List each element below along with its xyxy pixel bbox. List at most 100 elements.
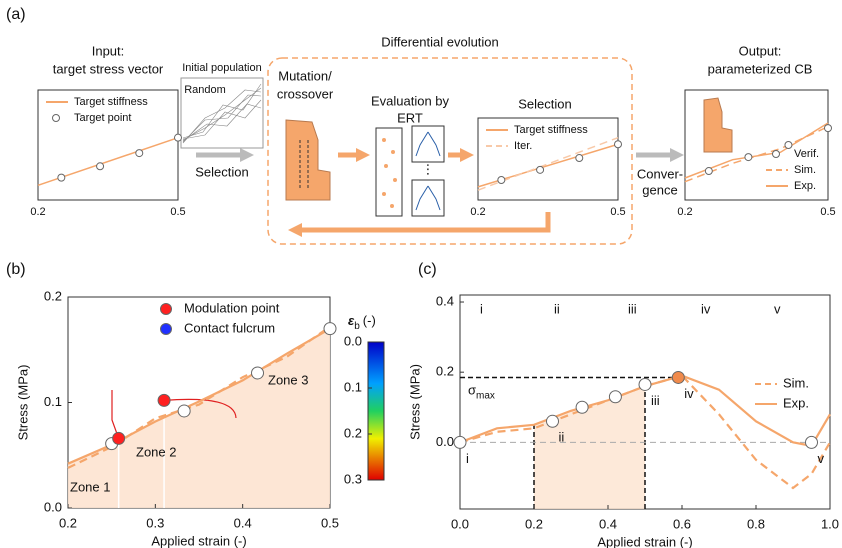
de-title: Differential evolution bbox=[381, 34, 499, 49]
evaluation-label: Evaluation by bbox=[371, 93, 450, 108]
cb-shape bbox=[286, 120, 330, 200]
legend-label: Exp. bbox=[794, 180, 816, 192]
data-point bbox=[639, 378, 651, 390]
x-tick-label: 0.2 bbox=[30, 206, 45, 218]
arrow bbox=[448, 148, 474, 162]
colorbar-tick-label: 0.3 bbox=[344, 471, 362, 486]
selection-arrow-label: Selection bbox=[195, 164, 248, 179]
legend-marker bbox=[53, 115, 60, 122]
y-tick-label: 0.1 bbox=[44, 394, 62, 409]
data-point bbox=[576, 155, 583, 162]
dots: ⋮ bbox=[422, 161, 435, 176]
sigma-subscript: max bbox=[476, 390, 495, 401]
mutation-label: crossover bbox=[277, 86, 334, 101]
data-point bbox=[252, 367, 264, 379]
x-tick-label: 0.5 bbox=[610, 206, 625, 218]
legend-label: Modulation point bbox=[184, 300, 280, 315]
inset-label: ii bbox=[554, 301, 560, 316]
x-tick-label: 0.5 bbox=[820, 206, 835, 218]
x-tick-label: 0.0 bbox=[451, 516, 469, 531]
data-point bbox=[454, 436, 466, 448]
legend-label: Target stiffness bbox=[514, 124, 588, 136]
data-point bbox=[136, 150, 143, 157]
x-tick-label: 0.2 bbox=[470, 206, 485, 218]
x-tick-label: 0.2 bbox=[525, 516, 543, 531]
point-label: iv bbox=[684, 386, 694, 401]
point-label: iii bbox=[651, 393, 660, 408]
y-axis-label: Stress (MPa) bbox=[407, 364, 422, 440]
y-tick-label: 0.0 bbox=[44, 499, 62, 514]
input-title: target stress vector bbox=[53, 61, 164, 76]
colorbar-unit: (-) bbox=[363, 313, 376, 328]
panel-label: (b) bbox=[6, 261, 26, 278]
zone-label: Zone 1 bbox=[70, 479, 110, 494]
inset-label: iii bbox=[628, 301, 637, 316]
mutation-label: Mutation/ bbox=[278, 68, 332, 83]
legend-label: Verif. bbox=[794, 148, 819, 160]
x-tick-label: 0.8 bbox=[747, 516, 765, 531]
x-tick-label: 0.6 bbox=[673, 516, 691, 531]
colorbar-tick-label: 0.1 bbox=[344, 379, 362, 394]
data-point bbox=[324, 323, 336, 335]
legend-label: Target stiffness bbox=[74, 96, 148, 108]
colorbar-subscript: b bbox=[354, 321, 360, 332]
x-tick-label: 0.4 bbox=[599, 516, 617, 531]
inset-label: iv bbox=[701, 301, 711, 316]
x-tick-label: 0.2 bbox=[677, 206, 692, 218]
zone-label: Zone 3 bbox=[268, 372, 308, 387]
data-point bbox=[576, 401, 588, 413]
output-title: Output: bbox=[739, 43, 782, 58]
point-label: i bbox=[466, 451, 469, 466]
output-title: parameterized CB bbox=[708, 61, 813, 76]
colorbar bbox=[368, 342, 384, 480]
panel-label: (a) bbox=[6, 6, 26, 23]
data-point bbox=[609, 391, 621, 403]
legend-marker bbox=[161, 304, 172, 315]
colorbar-tick-label: 0.2 bbox=[344, 425, 362, 440]
ert-icon: ⋮ bbox=[376, 126, 444, 216]
sigma-symbol: σ bbox=[468, 383, 476, 398]
y-tick-label: 0.2 bbox=[44, 288, 62, 303]
x-tick-label: 0.4 bbox=[234, 515, 252, 530]
arrow bbox=[636, 148, 684, 162]
panel-label: (c) bbox=[418, 261, 437, 278]
legend-label: Contact fulcrum bbox=[184, 320, 275, 335]
data-point bbox=[178, 405, 190, 417]
inset-label: i bbox=[480, 301, 483, 316]
legend-label: Iter. bbox=[514, 140, 532, 152]
zone-label: Zone 2 bbox=[136, 444, 176, 459]
y-axis-label: Stress (MPa) bbox=[15, 365, 30, 441]
convergence-label: Conver- bbox=[637, 166, 683, 181]
data-point bbox=[785, 142, 792, 149]
data-point bbox=[113, 432, 125, 444]
data-point bbox=[806, 436, 818, 448]
data-point bbox=[705, 168, 712, 175]
y-tick-label: 0.4 bbox=[436, 293, 454, 308]
arrow bbox=[338, 148, 370, 162]
convergence-label: gence bbox=[642, 182, 677, 197]
input-title: Input: bbox=[92, 43, 125, 58]
legend-label: Target point bbox=[74, 112, 131, 124]
point-label: v bbox=[818, 451, 825, 466]
legend-label: Sim. bbox=[783, 375, 809, 390]
random-label: Random bbox=[184, 84, 226, 96]
evaluation-label: ERT bbox=[397, 110, 423, 125]
data-point bbox=[58, 174, 65, 181]
colorbar-label: εb(-) bbox=[348, 313, 376, 331]
x-tick-label: 0.5 bbox=[170, 206, 185, 218]
data-point bbox=[547, 415, 559, 427]
init-pop-label: Initial population bbox=[182, 62, 262, 74]
data-point bbox=[158, 394, 170, 406]
legend-marker bbox=[773, 151, 780, 158]
data-point bbox=[537, 166, 544, 173]
legend-label: Exp. bbox=[783, 395, 809, 410]
data-point bbox=[175, 134, 182, 141]
y-tick-label: 0.0 bbox=[436, 434, 454, 449]
data-point bbox=[672, 371, 684, 383]
legend-label: Sim. bbox=[794, 164, 816, 176]
x-tick-label: 0.3 bbox=[146, 515, 164, 530]
figure: (a) (b) (c) Input: target stress vector … bbox=[0, 0, 842, 548]
x-axis-label: Applied strain (-) bbox=[151, 533, 246, 548]
inset-label: v bbox=[774, 301, 781, 316]
y-tick-label: 0.2 bbox=[436, 364, 454, 379]
